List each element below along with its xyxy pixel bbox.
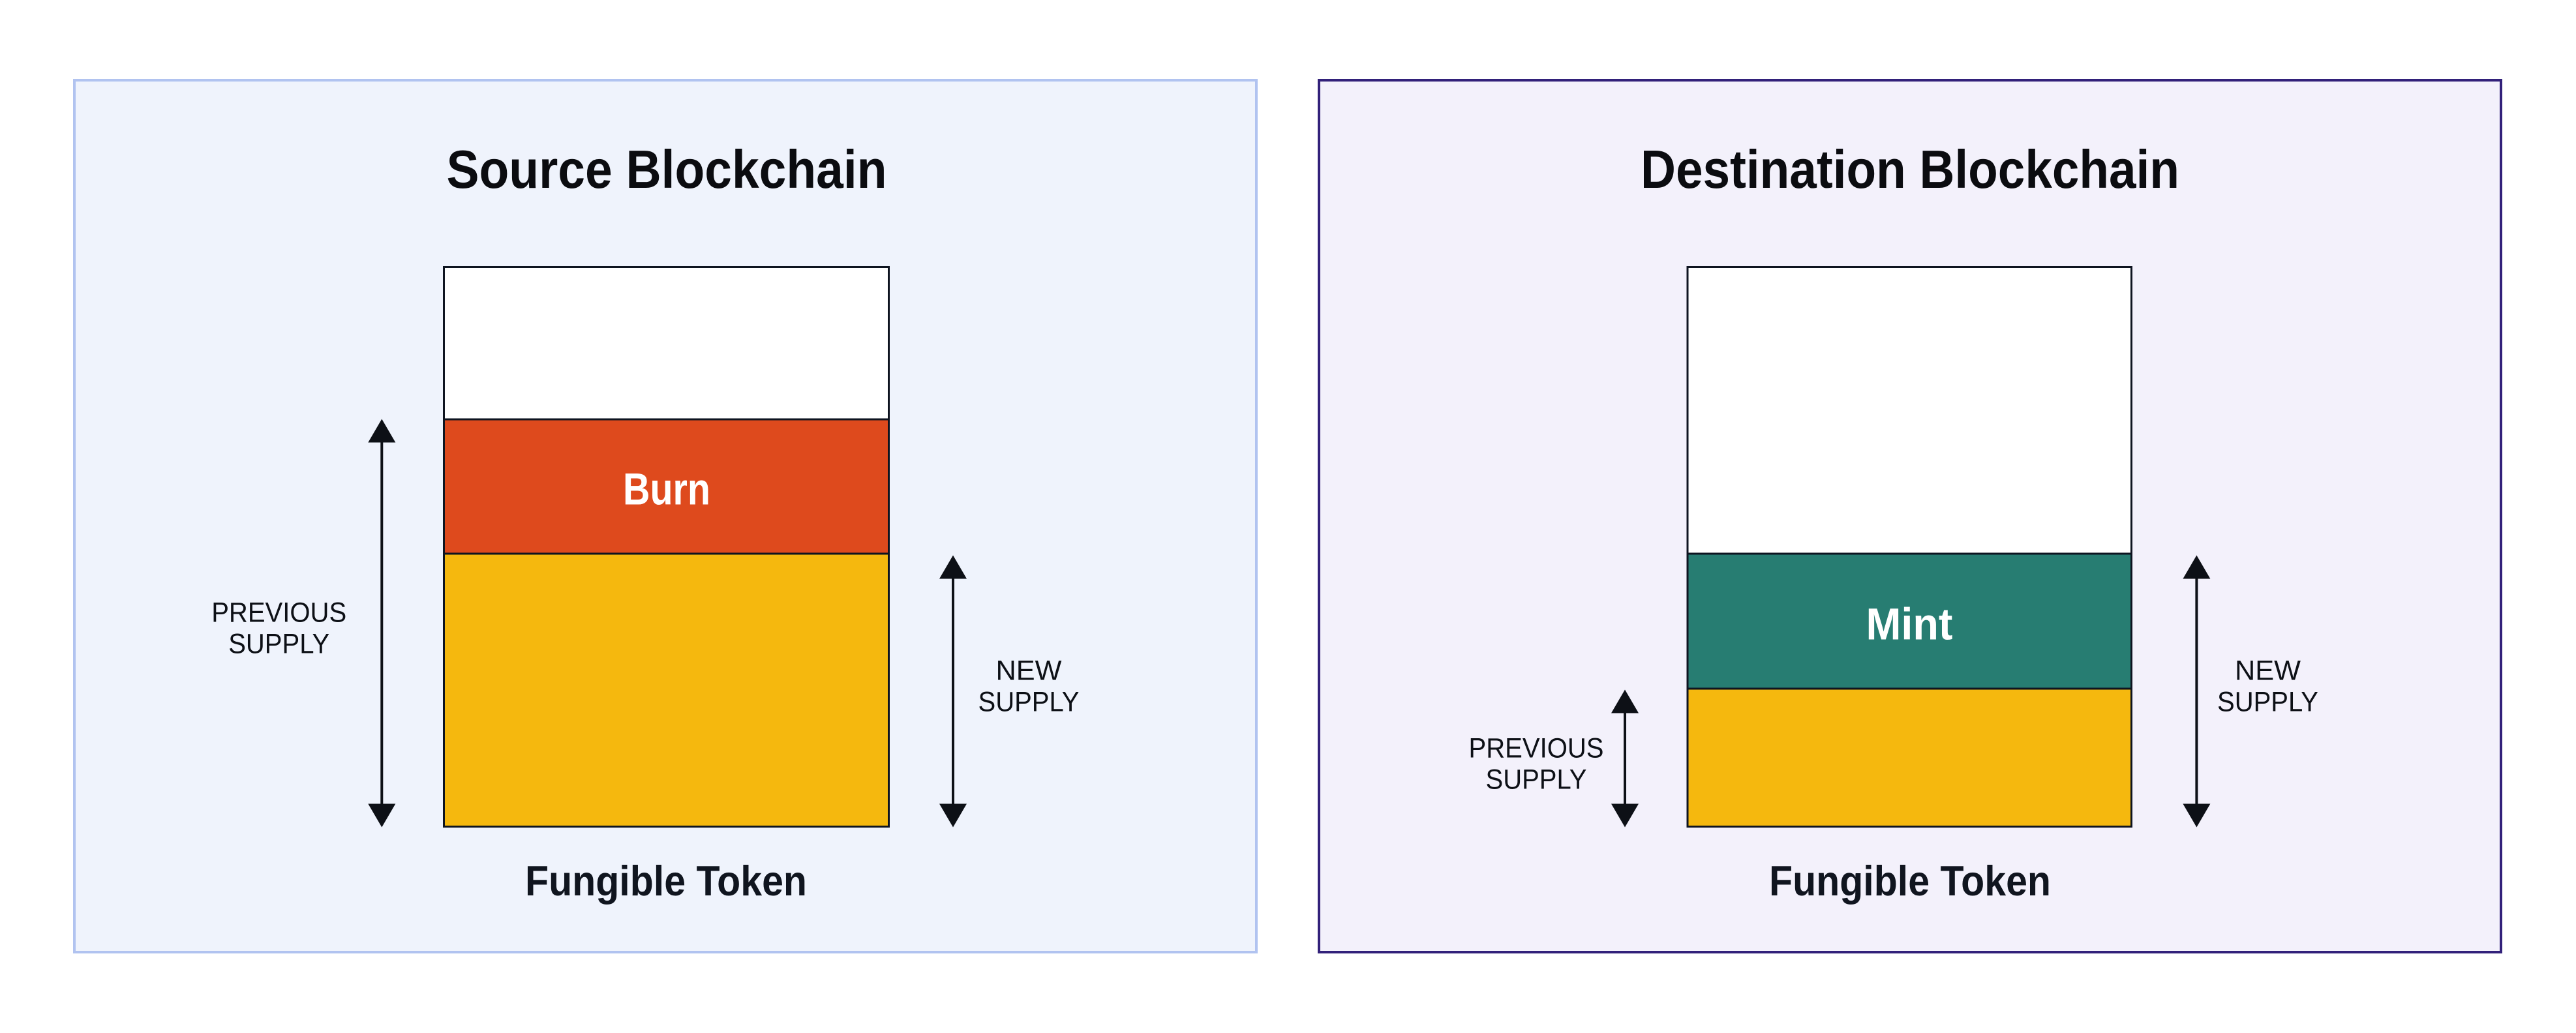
- svg-text:NEW: NEW: [2235, 655, 2301, 686]
- svg-text:Destination Blockchain: Destination Blockchain: [1641, 139, 2179, 200]
- svg-text:NEW: NEW: [996, 655, 1062, 686]
- svg-text:Fungible Token: Fungible Token: [525, 857, 807, 905]
- svg-text:SUPPLY: SUPPLY: [1486, 764, 1587, 795]
- svg-text:Fungible Token: Fungible Token: [1769, 857, 2051, 905]
- svg-text:SUPPLY: SUPPLY: [228, 629, 329, 659]
- svg-text:PREVIOUS: PREVIOUS: [211, 597, 346, 628]
- svg-text:Burn: Burn: [623, 464, 710, 514]
- svg-text:Mint: Mint: [1866, 599, 1953, 649]
- svg-text:PREVIOUS: PREVIOUS: [1469, 733, 1604, 764]
- svg-text:SUPPLY: SUPPLY: [2217, 687, 2318, 717]
- svg-text:Source Blockchain: Source Blockchain: [447, 139, 887, 200]
- svg-text:SUPPLY: SUPPLY: [978, 687, 1080, 717]
